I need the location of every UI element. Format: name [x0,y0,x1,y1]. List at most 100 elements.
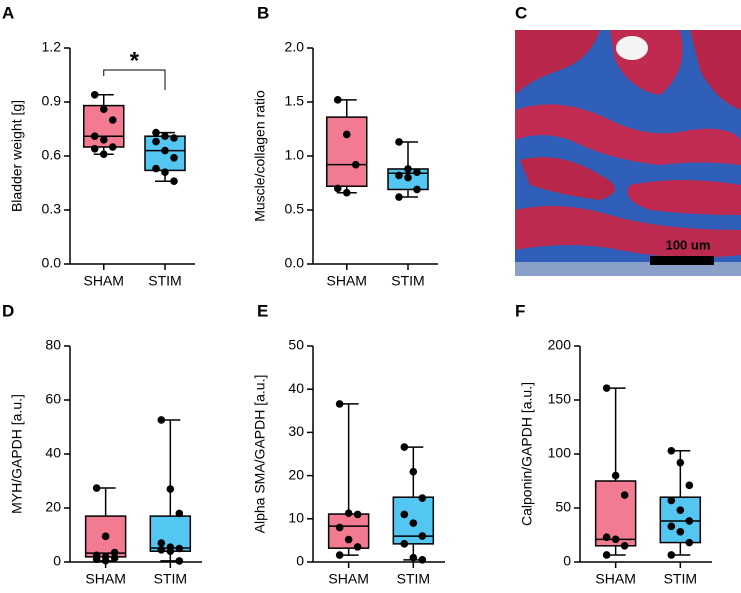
data-point [353,510,362,519]
data-point [351,160,360,169]
data-point [157,416,166,424]
y-axis-title: Bladder weight [g] [9,100,25,212]
data-point [170,177,178,185]
data-point [413,185,421,194]
data-point [409,553,418,562]
data-point [161,132,169,140]
y-tick-label: 0.0 [42,255,62,271]
data-point [395,138,403,146]
y-tick-label: 50 [555,499,571,515]
y-tick-label: 80 [45,337,61,353]
data-point [409,519,418,527]
data-point [404,165,412,173]
data-point [175,544,184,553]
y-tick-label: 0.5 [285,201,305,217]
data-point [101,556,110,565]
x-tick-label: SHAM [595,571,635,587]
data-point [110,548,119,557]
data-point [395,193,403,201]
significance-bracket [103,69,166,90]
data-point [166,485,175,493]
x-tick-label: STIM [664,571,697,587]
data-point [342,130,351,139]
y-tick-label: 0.6 [42,147,62,163]
y-tick-label: 0.0 [285,255,305,271]
data-point [676,458,685,467]
data-point [166,547,175,555]
data-point [101,532,110,541]
data-point [152,164,160,173]
data-point [395,171,403,180]
panel-label: E [257,301,268,320]
data-point [342,188,351,197]
data-point [611,471,620,480]
data-point [92,555,101,564]
data-point [685,517,694,525]
data-point [667,496,676,505]
data-point [400,510,409,519]
scale-bar-label: 100 um [666,237,711,252]
data-point [335,523,344,532]
y-axis-title: MYH/GAPDH [a.u.] [9,394,25,514]
data-point [418,532,427,540]
data-point [333,96,342,104]
data-point [404,173,412,182]
data-point [152,128,160,137]
data-point [409,467,418,476]
data-point [90,132,99,140]
data-point [676,506,685,514]
x-tick-label: SHAM [328,571,368,587]
data-point [667,522,676,531]
y-tick-label: 0 [563,553,571,569]
x-tick-label: STIM [148,273,181,289]
data-point [90,145,99,153]
y-tick-label: 0 [296,553,304,569]
data-point [170,134,178,142]
data-point [667,446,676,455]
data-point [602,384,611,392]
histology-image [515,30,741,276]
data-point [611,535,620,544]
data-point [685,481,694,490]
data-point [99,136,108,144]
y-axis-title: Calponin/GAPDH [a.u.] [519,382,535,526]
data-point [620,542,629,550]
data-point [99,105,108,113]
y-tick-label: 1.5 [285,93,305,109]
data-point [161,146,169,155]
data-point [418,494,427,502]
y-tick-label: 30 [288,423,304,439]
y-tick-label: 20 [288,466,304,482]
data-point [400,443,409,451]
y-tick-label: 0.3 [42,201,62,217]
y-tick-label: 0.9 [42,93,62,109]
panel-label: B [257,3,269,22]
x-tick-label: STIM [154,571,187,587]
panel-label: C [515,3,527,22]
y-axis-title: Alpha SMA/GAPDH [a.u.] [252,375,268,534]
panel-label: A [2,3,14,22]
data-point [90,91,99,99]
y-tick-label: 10 [288,510,304,526]
x-tick-label: STIM [397,571,430,587]
box [594,480,637,547]
y-tick-label: 100 [548,445,572,461]
data-point [685,538,694,547]
data-point [676,527,685,536]
data-point [335,400,344,408]
data-point [602,533,611,541]
data-point [418,556,427,564]
data-point [161,168,169,176]
y-tick-label: 2.0 [285,39,305,55]
data-point [110,554,119,562]
y-tick-label: 40 [288,380,304,396]
y-tick-label: 150 [548,391,572,407]
data-point [157,546,166,554]
data-point [353,543,362,551]
data-point [620,491,629,499]
x-tick-label: SHAM [327,273,367,289]
panel-label: F [515,301,525,320]
box [659,496,702,544]
significance-label: * [130,47,140,74]
